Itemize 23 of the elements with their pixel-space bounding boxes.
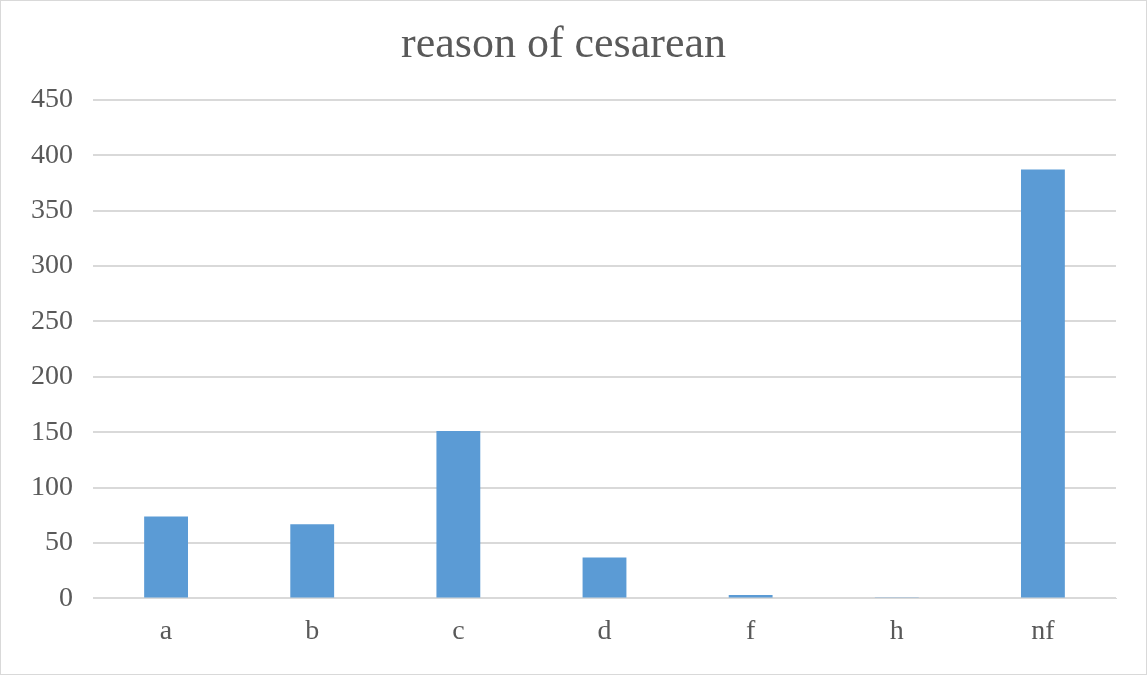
y-tick-label: 200 — [31, 359, 73, 391]
x-tick-label: c — [452, 613, 465, 645]
x-tick-label: d — [597, 613, 612, 645]
chart-title: reason of cesarean — [401, 17, 726, 67]
bar — [582, 557, 627, 598]
y-tick-label: 0 — [59, 580, 73, 612]
bar — [144, 516, 188, 598]
bar — [1021, 169, 1065, 598]
y-tick-label: 150 — [31, 414, 73, 446]
y-tick-label: 400 — [31, 137, 73, 169]
y-tick-label: 50 — [45, 525, 73, 557]
y-tick-label: 100 — [31, 469, 73, 501]
x-tick-label: a — [159, 613, 173, 645]
bar — [436, 431, 481, 598]
x-tick-label: b — [305, 613, 320, 645]
bar — [290, 524, 335, 598]
y-tick-label: 300 — [31, 248, 73, 280]
x-tick-label: nf — [1031, 613, 1056, 645]
x-tick-label: f — [745, 613, 756, 645]
y-tick-label: 450 — [31, 82, 73, 114]
y-tick-label: 350 — [31, 192, 73, 224]
y-tick-label: 250 — [31, 303, 73, 335]
x-tick-label: h — [889, 613, 904, 645]
